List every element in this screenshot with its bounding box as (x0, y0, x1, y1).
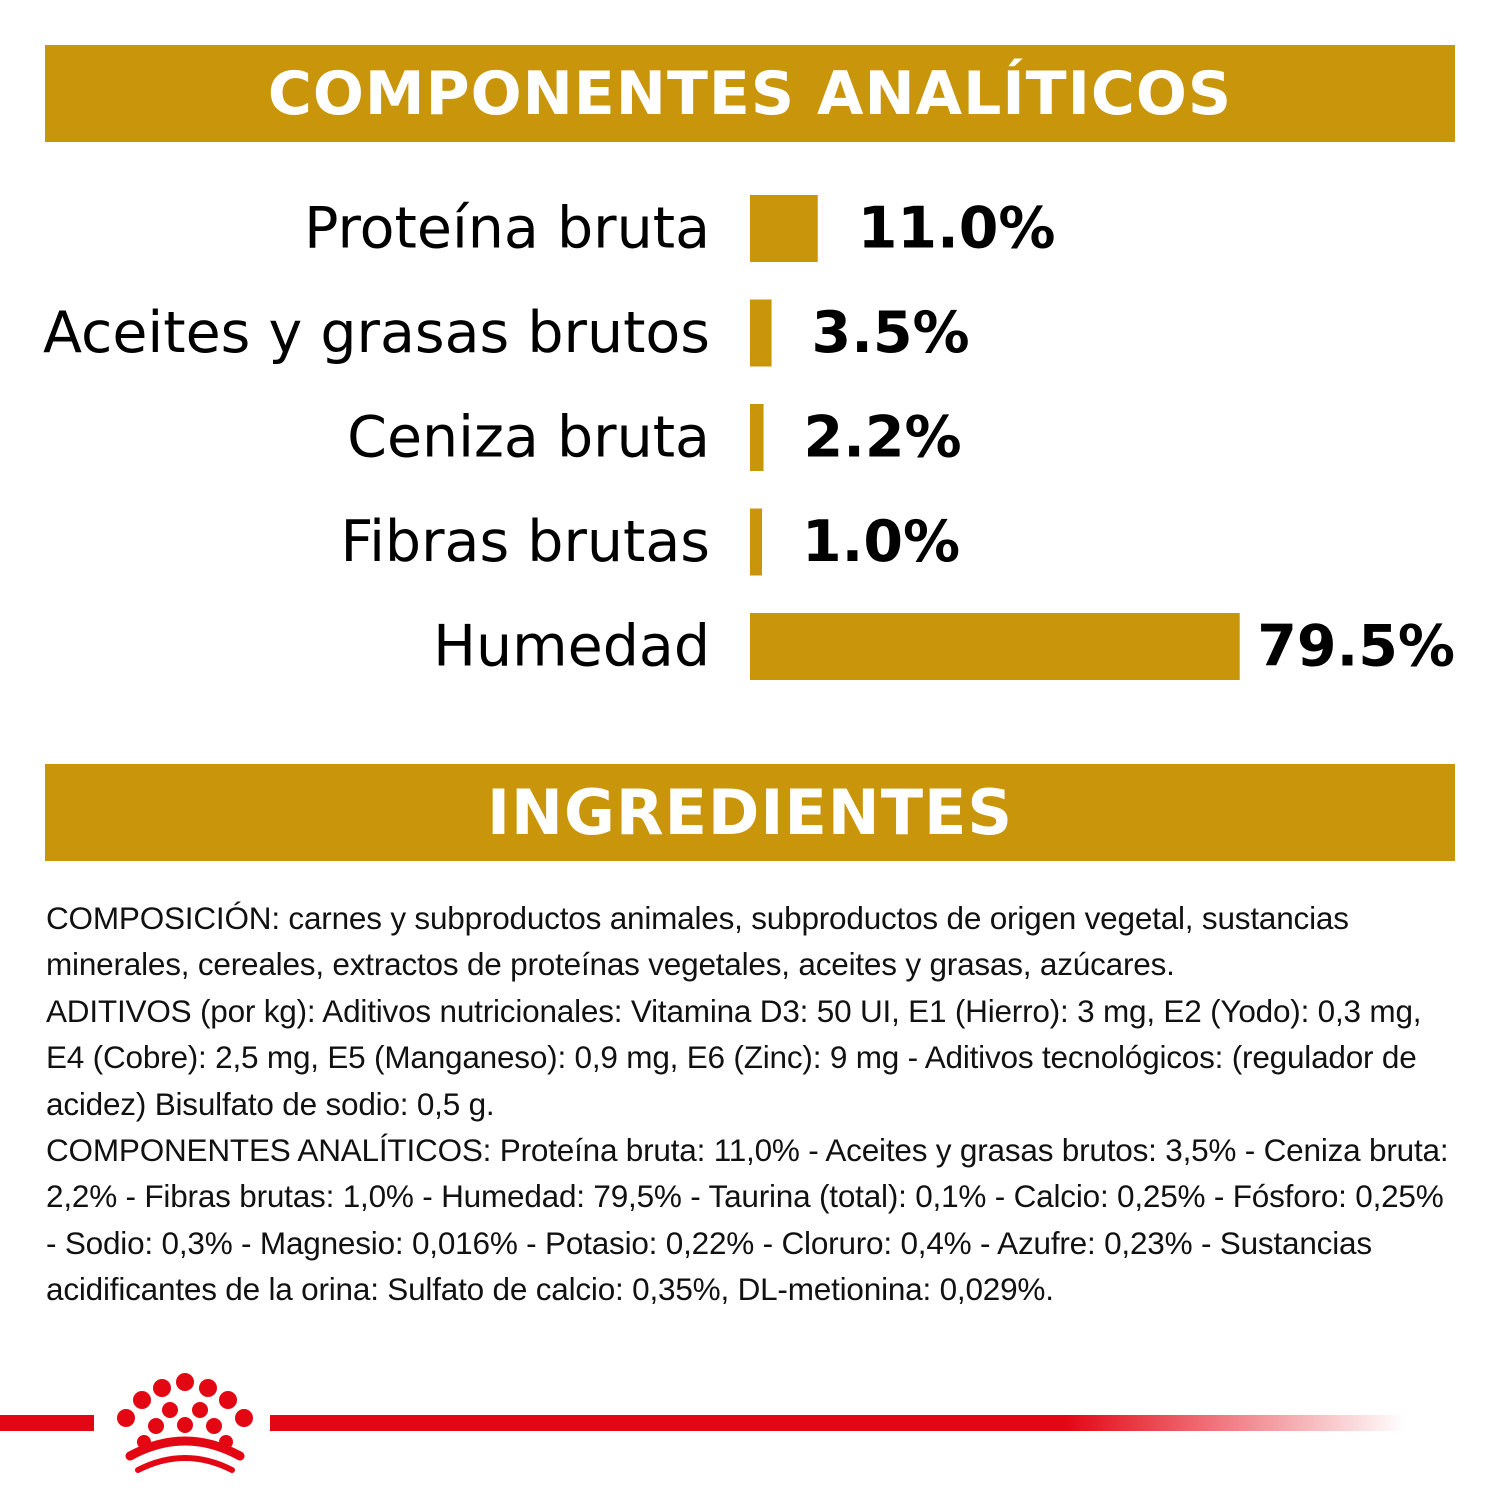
analytic-components-chart: Proteína bruta 11.0% Aceites y grasas brut… (43, 195, 1455, 680)
ingredients-header: INGREDIENTES (45, 764, 1455, 861)
brand-line-left (0, 1415, 94, 1431)
value-label-4: 79.5% (1257, 614, 1455, 680)
ingredients-text: COMPOSICIÓN: carnes y subproductos anima… (46, 895, 1456, 1313)
brand-line-right (270, 1415, 1405, 1431)
bar-4 (750, 613, 1240, 680)
category-label-3: Fibras brutas (340, 509, 710, 575)
analytic-components-title: COMPONENTES ANALÍTICOS (267, 58, 1233, 129)
category-label-2: Ceniza bruta (347, 405, 710, 471)
category-label-0: Proteína bruta (304, 196, 710, 262)
value-label-1: 3.5% (812, 300, 970, 366)
bar-1 (750, 299, 772, 367)
ingredients-title: INGREDIENTES (486, 776, 1013, 849)
composition-paragraph: COMPOSICIÓN: carnes y subproductos anima… (46, 900, 1349, 983)
value-label-3: 1.0% (802, 509, 960, 575)
analytic-components-header: COMPONENTES ANALÍTICOS (45, 45, 1455, 142)
bar-2 (750, 404, 764, 471)
analytic-components-paragraph: COMPONENTES ANALÍTICOS: Proteína bruta: … (46, 1132, 1449, 1308)
royal-crown-logo-icon (117, 1373, 253, 1473)
value-label-2: 2.2% (804, 405, 962, 471)
bar-3 (750, 508, 762, 576)
category-label-1: Aceites y grasas brutos (43, 300, 710, 366)
category-label-4: Humedad (433, 614, 710, 680)
additives-paragraph: ADITIVOS (por kg): Aditivos nutricionale… (46, 992, 1422, 1122)
bar-0 (750, 195, 818, 262)
value-label-0: 11.0% (858, 196, 1056, 262)
